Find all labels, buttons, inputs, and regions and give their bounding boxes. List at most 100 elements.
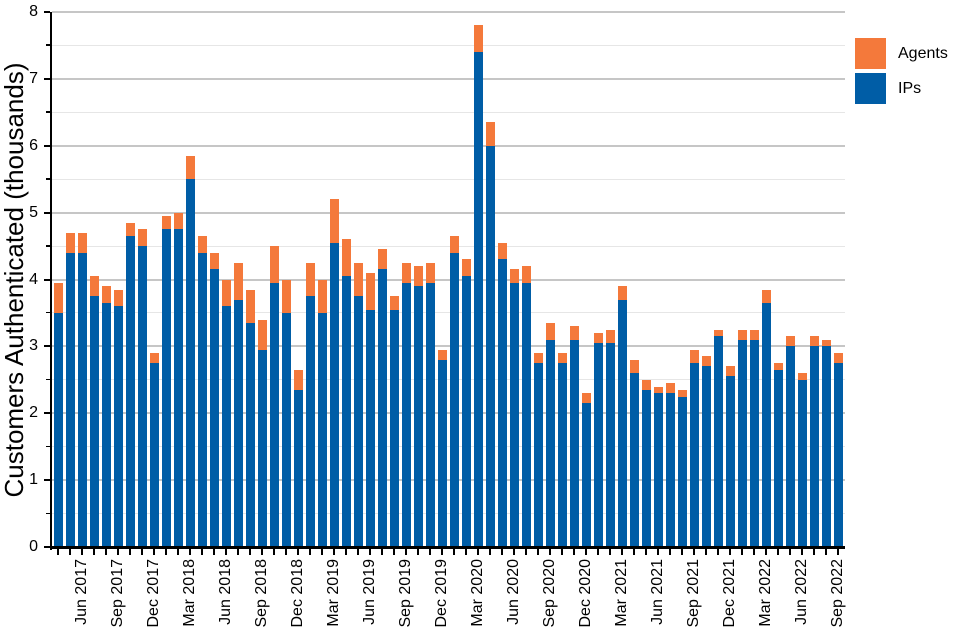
bar-segment-ips [65, 252, 75, 547]
bar-segment-ips [173, 229, 183, 547]
x-tick [81, 549, 83, 555]
bar-segment-agents [809, 336, 819, 347]
bar-segment-ips [437, 359, 447, 547]
bar-segment-ips [533, 363, 543, 547]
bar-segment-agents [341, 239, 351, 277]
bar-segment-ips [605, 343, 615, 547]
x-tick [585, 549, 587, 555]
x-tick [357, 549, 359, 555]
bar-segment-agents [833, 353, 843, 364]
bar-segment-ips [197, 252, 207, 547]
bar-segment-agents [317, 279, 327, 313]
x-tick [765, 549, 767, 555]
x-tick-label: Sep 2020 [541, 559, 558, 628]
x-tick [741, 549, 743, 555]
y-tick-minor [46, 512, 50, 515]
bar-segment-ips [401, 282, 411, 547]
bar-segment-ips [473, 52, 483, 547]
bar-segment-agents [293, 369, 303, 390]
x-tick [729, 549, 731, 555]
bar-segment-ips [53, 312, 63, 547]
x-tick [561, 549, 563, 555]
y-tick-label: 5 [29, 203, 38, 221]
bar-segment-ips [545, 339, 555, 547]
bar-segment-agents [689, 349, 699, 364]
x-tick [477, 549, 479, 555]
bar-segment-ips [113, 306, 123, 547]
bar-segment-ips [569, 339, 579, 547]
y-tick-label: 2 [29, 404, 38, 422]
x-tick [693, 549, 695, 555]
bar-segment-agents [677, 389, 687, 397]
bar-segment-agents [821, 339, 831, 347]
x-tick-label: Jun 2022 [793, 559, 810, 625]
bar-segment-ips [665, 393, 675, 547]
bar-segment-ips [641, 389, 651, 547]
x-tick [333, 549, 335, 555]
bar-segment-ips [293, 389, 303, 547]
gridline-minor [52, 312, 845, 314]
x-tick-label: Sep 2021 [685, 559, 702, 628]
bar-segment-agents [173, 212, 183, 230]
x-tick [129, 549, 131, 555]
bar-segment-ips [341, 276, 351, 547]
x-tick [213, 549, 215, 555]
bar-segment-ips [101, 302, 111, 547]
x-tick [573, 549, 575, 555]
bar-segment-agents [629, 359, 639, 374]
x-tick-label: Dec 2020 [577, 559, 594, 628]
x-tick-label: Sep 2019 [397, 559, 414, 628]
bar-segment-ips [821, 346, 831, 547]
x-tick [801, 549, 803, 555]
x-tick-label: Mar 2020 [469, 559, 486, 627]
gridline-major [52, 77, 845, 80]
x-tick-label: Dec 2021 [721, 559, 738, 628]
gridline-major [52, 345, 845, 348]
bar-segment-ips [449, 252, 459, 547]
bar-segment-ips [329, 242, 339, 547]
x-tick-label: Dec 2017 [145, 559, 162, 628]
bar-segment-agents [197, 236, 207, 253]
bar-segment-agents [533, 353, 543, 364]
bar-segment-ips [269, 282, 279, 547]
bar-segment-ips [257, 349, 267, 547]
bar-segment-agents [557, 353, 567, 364]
bar-segment-agents [89, 276, 99, 297]
x-tick [417, 549, 419, 555]
y-tick-minor [46, 178, 50, 180]
x-tick [261, 549, 263, 555]
bar-segment-ips [221, 306, 231, 547]
bar-segment-agents [701, 356, 711, 367]
x-tick [69, 549, 71, 555]
x-tick [225, 549, 227, 555]
x-tick [537, 549, 539, 555]
bar-segment-agents [257, 319, 267, 350]
bar-segment-agents [773, 363, 783, 370]
x-tick [321, 549, 323, 555]
bar-segment-agents [749, 329, 759, 340]
bar-segment-agents [233, 262, 243, 300]
x-tick [681, 549, 683, 555]
y-tick-major [44, 479, 50, 482]
gridline-minor [52, 379, 845, 381]
x-tick-label: Jun 2019 [361, 559, 378, 625]
y-tick-label: 1 [29, 471, 38, 489]
bar-segment-agents [113, 289, 123, 307]
x-tick [549, 549, 551, 555]
bar-segment-ips [281, 312, 291, 547]
x-tick [513, 549, 515, 555]
legend-item-agents: Agents [855, 38, 948, 69]
x-tick [789, 549, 791, 555]
bar-segment-ips [725, 376, 735, 547]
bar-segment-agents [329, 199, 339, 243]
x-tick-label: Mar 2018 [181, 559, 198, 627]
bar-segment-agents [377, 249, 387, 270]
y-tick-minor [46, 245, 50, 247]
bar-segment-ips [413, 286, 423, 547]
y-tick-major [44, 211, 50, 214]
bar-segment-ips [785, 346, 795, 547]
y-tick-label: 4 [29, 270, 38, 288]
x-tick-label: Mar 2021 [613, 559, 630, 627]
x-tick-label: Mar 2022 [757, 559, 774, 627]
